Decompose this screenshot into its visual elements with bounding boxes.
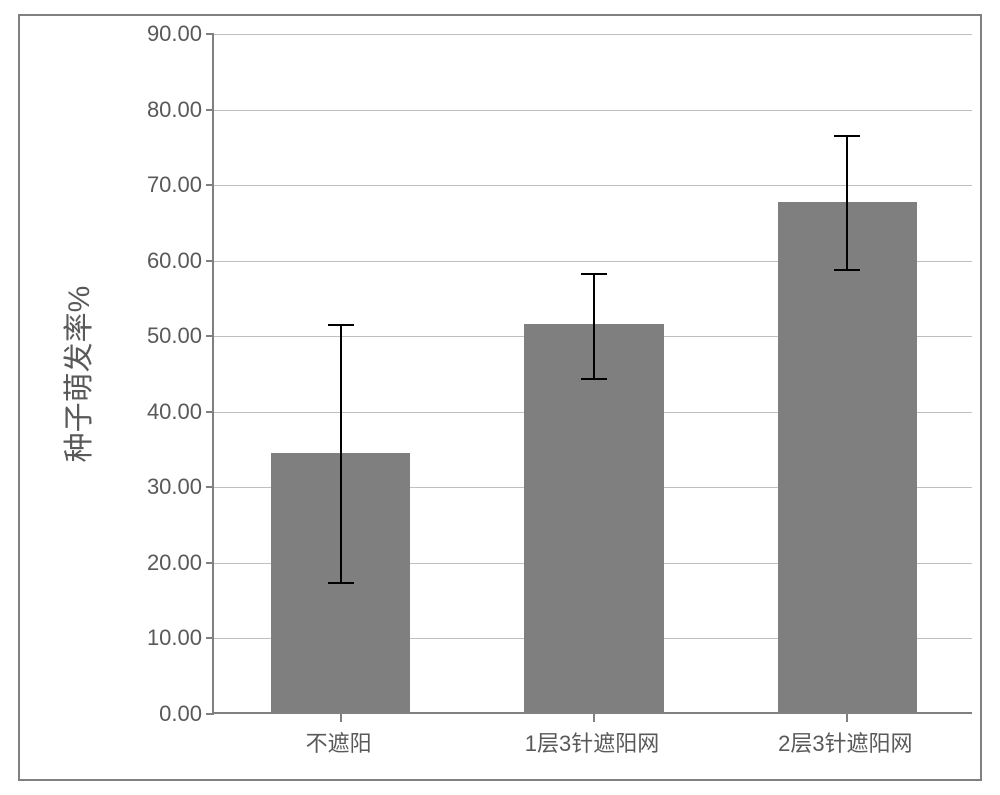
- y-tick-label: 80.00: [102, 97, 202, 123]
- plot-area: [212, 34, 972, 714]
- y-tick-label: 40.00: [102, 399, 202, 425]
- bar: [778, 202, 917, 712]
- y-tick-mark: [206, 184, 214, 186]
- y-tick-label: 20.00: [102, 550, 202, 576]
- y-tick-mark: [206, 637, 214, 639]
- y-tick-mark: [206, 260, 214, 262]
- bar: [524, 324, 663, 712]
- x-tick-label: 1层3针遮阳网: [525, 726, 659, 758]
- y-tick-mark: [206, 411, 214, 413]
- y-tick-label: 0.00: [102, 701, 202, 727]
- error-bar-cap: [581, 378, 607, 380]
- y-tick-mark: [206, 562, 214, 564]
- x-tick-label: 不遮阳: [306, 726, 372, 758]
- x-tick-label: 2层3针遮阳网: [778, 726, 912, 758]
- error-bar-cap: [834, 269, 860, 271]
- gridline: [214, 185, 972, 186]
- error-bar-cap: [581, 273, 607, 275]
- y-axis-label: 种子萌发率%: [54, 286, 98, 463]
- error-bar-cap: [328, 324, 354, 326]
- y-tick-label: 70.00: [102, 172, 202, 198]
- y-tick-mark: [206, 109, 214, 111]
- x-tick-mark: [340, 714, 342, 722]
- error-bar: [846, 136, 848, 270]
- error-bar: [593, 274, 595, 380]
- x-tick-mark: [846, 714, 848, 722]
- y-tick-mark: [206, 486, 214, 488]
- gridline: [214, 34, 972, 35]
- y-tick-mark: [206, 33, 214, 35]
- x-tick-mark: [593, 714, 595, 722]
- error-bar: [340, 325, 342, 583]
- y-tick-label: 50.00: [102, 323, 202, 349]
- gridline: [214, 110, 972, 111]
- y-tick-mark: [206, 713, 214, 715]
- y-tick-label: 30.00: [102, 474, 202, 500]
- y-tick-label: 90.00: [102, 21, 202, 47]
- y-tick-mark: [206, 335, 214, 337]
- error-bar-cap: [834, 135, 860, 137]
- y-tick-label: 60.00: [102, 248, 202, 274]
- y-tick-label: 10.00: [102, 625, 202, 651]
- error-bar-cap: [328, 582, 354, 584]
